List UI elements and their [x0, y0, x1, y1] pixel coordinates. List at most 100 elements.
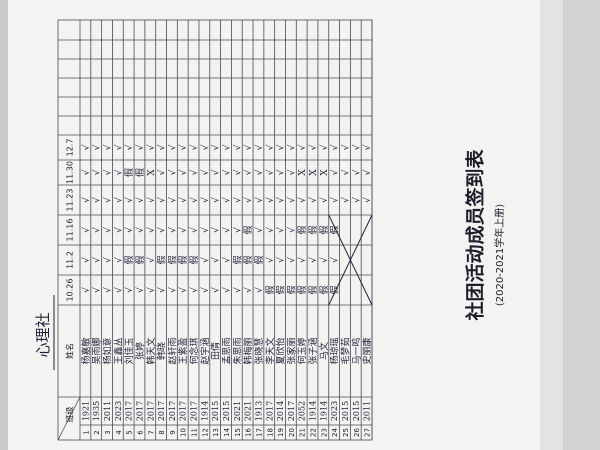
attendance-mark: √: [222, 144, 233, 150]
row-number: 3: [104, 430, 112, 434]
class: 1935: [92, 401, 101, 421]
student-name: 马文: [318, 342, 330, 360]
student-name: 夏欣怡: [275, 337, 287, 364]
student-name: 马一鸣: [350, 337, 362, 364]
attendance-mark: √: [178, 227, 189, 233]
attendance-mark: √: [286, 257, 297, 263]
class: 2017: [190, 401, 199, 421]
attendance-mark: √: [286, 144, 297, 150]
attendance-mark: √: [167, 169, 178, 175]
attendance-mark: √: [200, 169, 211, 175]
row-number: 19: [277, 428, 285, 437]
attendance-mark: √: [103, 257, 114, 263]
attendance-mark: √: [167, 227, 178, 233]
attendance-mark: √: [232, 169, 243, 175]
student-name: 何念琪: [188, 337, 200, 364]
attendance-mark: √: [319, 197, 330, 203]
class: 2011: [363, 401, 372, 421]
row-number: 24: [331, 428, 339, 437]
attendance-mark: √: [189, 227, 200, 233]
row-number: 7: [147, 430, 155, 434]
attendance-mark: √: [81, 227, 92, 233]
row-number: 11: [191, 428, 199, 437]
attendance-mark: √: [135, 144, 146, 150]
column-header: 11.30: [66, 161, 75, 184]
student-name: 张晓慧: [253, 337, 265, 364]
student-name: 韩晓: [156, 342, 168, 360]
column-header: 班级: [65, 407, 75, 423]
student-name: 刘佳玉: [123, 337, 135, 364]
attendance-mark: √: [103, 144, 114, 150]
class: 2017: [265, 401, 274, 421]
attendance-mark: 假: [297, 285, 308, 294]
attendance-mark: 假: [135, 255, 146, 264]
attendance-mark: √: [211, 197, 222, 203]
attendance-mark: √: [232, 227, 243, 233]
attendance-mark: √: [178, 287, 189, 293]
attendance-mark: √: [222, 287, 233, 293]
attendance-mark: √: [351, 169, 362, 175]
row-number: 15: [234, 428, 242, 437]
attendance-mark: √: [330, 257, 341, 263]
attendance-mark: 假: [297, 225, 308, 234]
attendance-mark: √: [146, 287, 157, 293]
student-name: 田倩: [210, 342, 222, 360]
attendance-mark: √: [330, 144, 341, 150]
attendance-mark: √: [92, 144, 103, 150]
attendance-mark: 假: [135, 168, 146, 177]
attendance-mark: √: [265, 257, 276, 263]
class: 2021: [244, 401, 253, 421]
attendance-mark: √: [362, 169, 373, 175]
attendance-mark: √: [222, 227, 233, 233]
attendance-mark: √: [319, 257, 330, 263]
attendance-mark: 假: [243, 255, 254, 264]
attendance-mark: 假: [124, 168, 135, 177]
attendance-mark: √: [157, 227, 168, 233]
attendance-mark: √: [211, 169, 222, 175]
class: 2015: [341, 401, 350, 421]
row-number: 4: [115, 430, 123, 435]
attendance-mark: 假: [276, 285, 287, 294]
attendance-mark: 假: [243, 225, 254, 234]
attendance-mark: 假: [319, 225, 330, 234]
attendance-mark: √: [103, 197, 114, 203]
student-name: 韩梅丽: [242, 337, 254, 364]
column-header: 12.7: [66, 139, 75, 157]
attendance-mark: X: [320, 169, 330, 176]
class: 2017: [168, 401, 177, 421]
row-number: 17: [255, 428, 263, 437]
attendance-mark: 假: [330, 225, 341, 234]
row-number: 25: [342, 428, 350, 437]
attendance-mark: √: [222, 197, 233, 203]
attendance-mark: 假: [167, 255, 178, 264]
attendance-mark: √: [265, 197, 276, 203]
attendance-mark: √: [200, 227, 211, 233]
attendance-mark: √: [308, 197, 319, 203]
attendance-mark: √: [189, 144, 200, 150]
row-number: 21: [299, 428, 307, 437]
row-number: 23: [320, 428, 328, 437]
attendance-mark: √: [211, 144, 222, 150]
attendance-mark: √: [351, 144, 362, 150]
class: 1914: [200, 401, 209, 421]
student-name: 韩天文: [145, 337, 157, 364]
row-number: 14: [223, 428, 231, 437]
attendance-mark: √: [135, 287, 146, 293]
attendance-mark: √: [265, 169, 276, 175]
attendance-mark: √: [276, 169, 287, 175]
attendance-mark: 假: [124, 255, 135, 264]
attendance-mark: √: [254, 169, 265, 175]
row-number: 16: [245, 428, 253, 437]
class: 2052: [298, 401, 307, 421]
class: 2017: [179, 401, 188, 421]
class: 2017: [287, 401, 296, 421]
student-name: 张婷: [134, 342, 146, 360]
class: 2011: [103, 401, 112, 421]
attendance-mark: √: [146, 227, 157, 233]
attendance-mark: √: [200, 144, 211, 150]
column-header: 姓名: [65, 343, 75, 359]
attendance-mark: √: [189, 169, 200, 175]
column-header: 10.26: [66, 279, 75, 302]
attendance-mark: 假: [319, 285, 330, 294]
